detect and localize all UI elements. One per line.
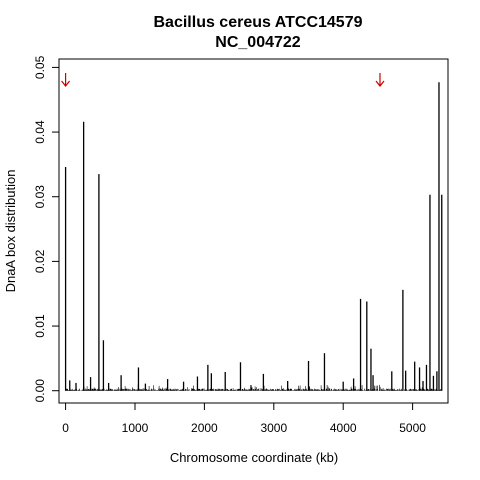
- y-tick-label: 0.04: [33, 120, 47, 144]
- noise-bars: [65, 384, 442, 391]
- baseline-noise: [65, 384, 442, 391]
- plot-frame: [58, 58, 449, 404]
- arrow-down-icon: [375, 73, 385, 87]
- y-tick-label: 0.00: [33, 379, 47, 403]
- annotations: [61, 73, 385, 87]
- x-tick-label: 2000: [191, 421, 218, 435]
- arrow-down-icon: [61, 73, 71, 87]
- x-tick-label: 5000: [399, 421, 426, 435]
- x-tick-label: 0: [62, 421, 69, 435]
- y-tick-label: 0.01: [33, 314, 47, 338]
- chart-title: Bacillus cereus ATCC14579: [154, 14, 363, 31]
- y-tick-label: 0.05: [33, 55, 47, 79]
- y-axis-label: DnaA box distribution: [3, 170, 18, 293]
- x-tick-label: 3000: [260, 421, 287, 435]
- y-tick-label: 0.03: [33, 185, 47, 209]
- y-axis: 0.00 0.01 0.02 0.03 0.04 0.05: [33, 55, 60, 403]
- peaks: [64, 82, 443, 391]
- chart-subtitle: NC_004722: [215, 34, 301, 51]
- x-axis-label: Chromosome coordinate (kb): [170, 450, 338, 465]
- x-tick-label: 4000: [330, 421, 357, 435]
- y-tick-label: 0.02: [33, 249, 47, 273]
- x-tick-label: 1000: [122, 421, 149, 435]
- x-axis: 0 1000 2000 3000 4000 5000: [62, 402, 426, 435]
